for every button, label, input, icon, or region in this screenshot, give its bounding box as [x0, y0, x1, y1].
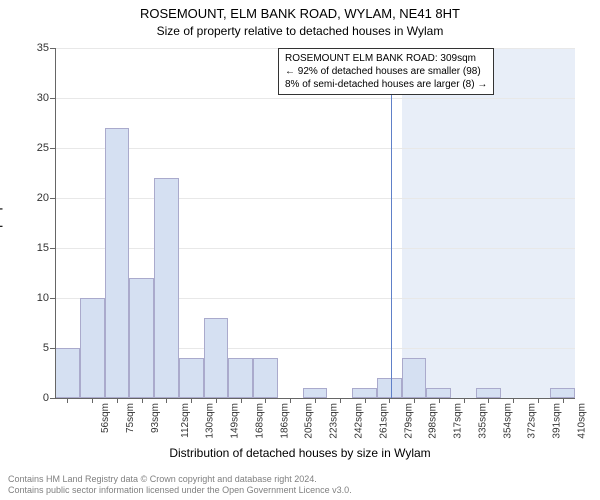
- x-tick-label: 391sqm: [552, 403, 563, 439]
- x-tick-label: 112sqm: [180, 403, 191, 438]
- plot-area: 56sqm75sqm93sqm112sqm130sqm149sqm168sqm1…: [55, 48, 575, 398]
- histogram-bar: [105, 128, 130, 398]
- footer-line-1: Contains HM Land Registry data © Crown c…: [8, 474, 352, 485]
- x-tick-mark: [464, 398, 465, 403]
- histogram-bar: [352, 388, 377, 398]
- x-tick-mark: [265, 398, 266, 403]
- histogram-bar: [550, 388, 575, 398]
- y-axis-line: [55, 48, 56, 398]
- histogram-bar: [402, 358, 427, 398]
- x-tick-label: 261sqm: [378, 403, 389, 439]
- x-tick-mark: [142, 398, 143, 403]
- histogram-bar: [179, 358, 204, 398]
- chart-container: ROSEMOUNT, ELM BANK ROAD, WYLAM, NE41 8H…: [0, 0, 600, 500]
- chart-title-sub: Size of property relative to detached ho…: [0, 24, 600, 38]
- x-tick-label: 242sqm: [354, 403, 365, 439]
- y-tick-label: 20: [29, 192, 49, 204]
- x-tick-mark: [340, 398, 341, 403]
- y-tick-label: 10: [29, 292, 49, 304]
- x-tick-mark: [439, 398, 440, 403]
- x-tick-mark: [389, 398, 390, 403]
- histogram-bar: [303, 388, 328, 398]
- x-tick-mark: [414, 398, 415, 403]
- x-axis-label: Distribution of detached houses by size …: [0, 446, 600, 460]
- x-tick-mark: [513, 398, 514, 403]
- x-tick-label: 354sqm: [502, 403, 513, 439]
- histogram-bar: [80, 298, 105, 398]
- x-tick-mark: [191, 398, 192, 403]
- x-tick-mark: [92, 398, 93, 403]
- x-tick-mark: [166, 398, 167, 403]
- y-axis-label: Number of detached properties: [0, 174, 3, 339]
- gridline: [55, 148, 575, 149]
- x-tick-label: 317sqm: [453, 403, 464, 439]
- annotation-box: ROSEMOUNT ELM BANK ROAD: 309sqm ← 92% of…: [278, 48, 494, 95]
- x-tick-label: 186sqm: [279, 403, 290, 439]
- histogram-bar: [129, 278, 154, 398]
- x-tick-label: 410sqm: [576, 403, 587, 439]
- x-tick-label: 279sqm: [403, 403, 414, 439]
- x-tick-label: 130sqm: [205, 403, 216, 439]
- annotation-line-2: ← 92% of detached houses are smaller (98…: [285, 65, 487, 78]
- annotation-line-1: ROSEMOUNT ELM BANK ROAD: 309sqm: [285, 52, 487, 65]
- y-tick-label: 0: [29, 392, 49, 404]
- histogram-bar: [253, 358, 278, 398]
- x-tick-label: 75sqm: [125, 403, 136, 433]
- attribution-footer: Contains HM Land Registry data © Crown c…: [8, 474, 352, 497]
- chart-title-main: ROSEMOUNT, ELM BANK ROAD, WYLAM, NE41 8H…: [0, 6, 600, 21]
- y-tick-label: 25: [29, 142, 49, 154]
- gridline: [55, 248, 575, 249]
- x-tick-label: 372sqm: [527, 403, 538, 439]
- x-tick-label: 56sqm: [100, 403, 111, 433]
- x-tick-mark: [290, 398, 291, 403]
- x-tick-label: 335sqm: [477, 403, 488, 439]
- histogram-bar: [204, 318, 229, 398]
- histogram-bar: [476, 388, 501, 398]
- x-tick-label: 93sqm: [150, 403, 161, 433]
- y-tick-label: 35: [29, 42, 49, 54]
- histogram-bar: [55, 348, 80, 398]
- x-tick-mark: [315, 398, 316, 403]
- annotation-line-3: 8% of semi-detached houses are larger (8…: [285, 78, 487, 91]
- y-tick-label: 30: [29, 92, 49, 104]
- x-tick-mark: [117, 398, 118, 403]
- x-tick-label: 168sqm: [255, 403, 266, 439]
- x-tick-label: 149sqm: [230, 403, 241, 439]
- x-tick-mark: [216, 398, 217, 403]
- y-tick-label: 5: [29, 342, 49, 354]
- footer-line-2: Contains public sector information licen…: [8, 485, 352, 496]
- marker-line: [391, 48, 392, 398]
- x-tick-label: 223sqm: [329, 403, 340, 439]
- gridline: [55, 98, 575, 99]
- x-tick-mark: [67, 398, 68, 403]
- x-tick-label: 205sqm: [304, 403, 315, 439]
- histogram-bar: [228, 358, 253, 398]
- histogram-bar: [154, 178, 179, 398]
- x-tick-mark: [563, 398, 564, 403]
- x-tick-label: 298sqm: [428, 403, 439, 439]
- x-tick-mark: [488, 398, 489, 403]
- x-tick-mark: [241, 398, 242, 403]
- gridline: [55, 198, 575, 199]
- histogram-bar: [426, 388, 451, 398]
- x-tick-mark: [538, 398, 539, 403]
- histogram-bar: [377, 378, 402, 398]
- highlight-region: [402, 48, 575, 398]
- y-tick-label: 15: [29, 242, 49, 254]
- x-tick-mark: [365, 398, 366, 403]
